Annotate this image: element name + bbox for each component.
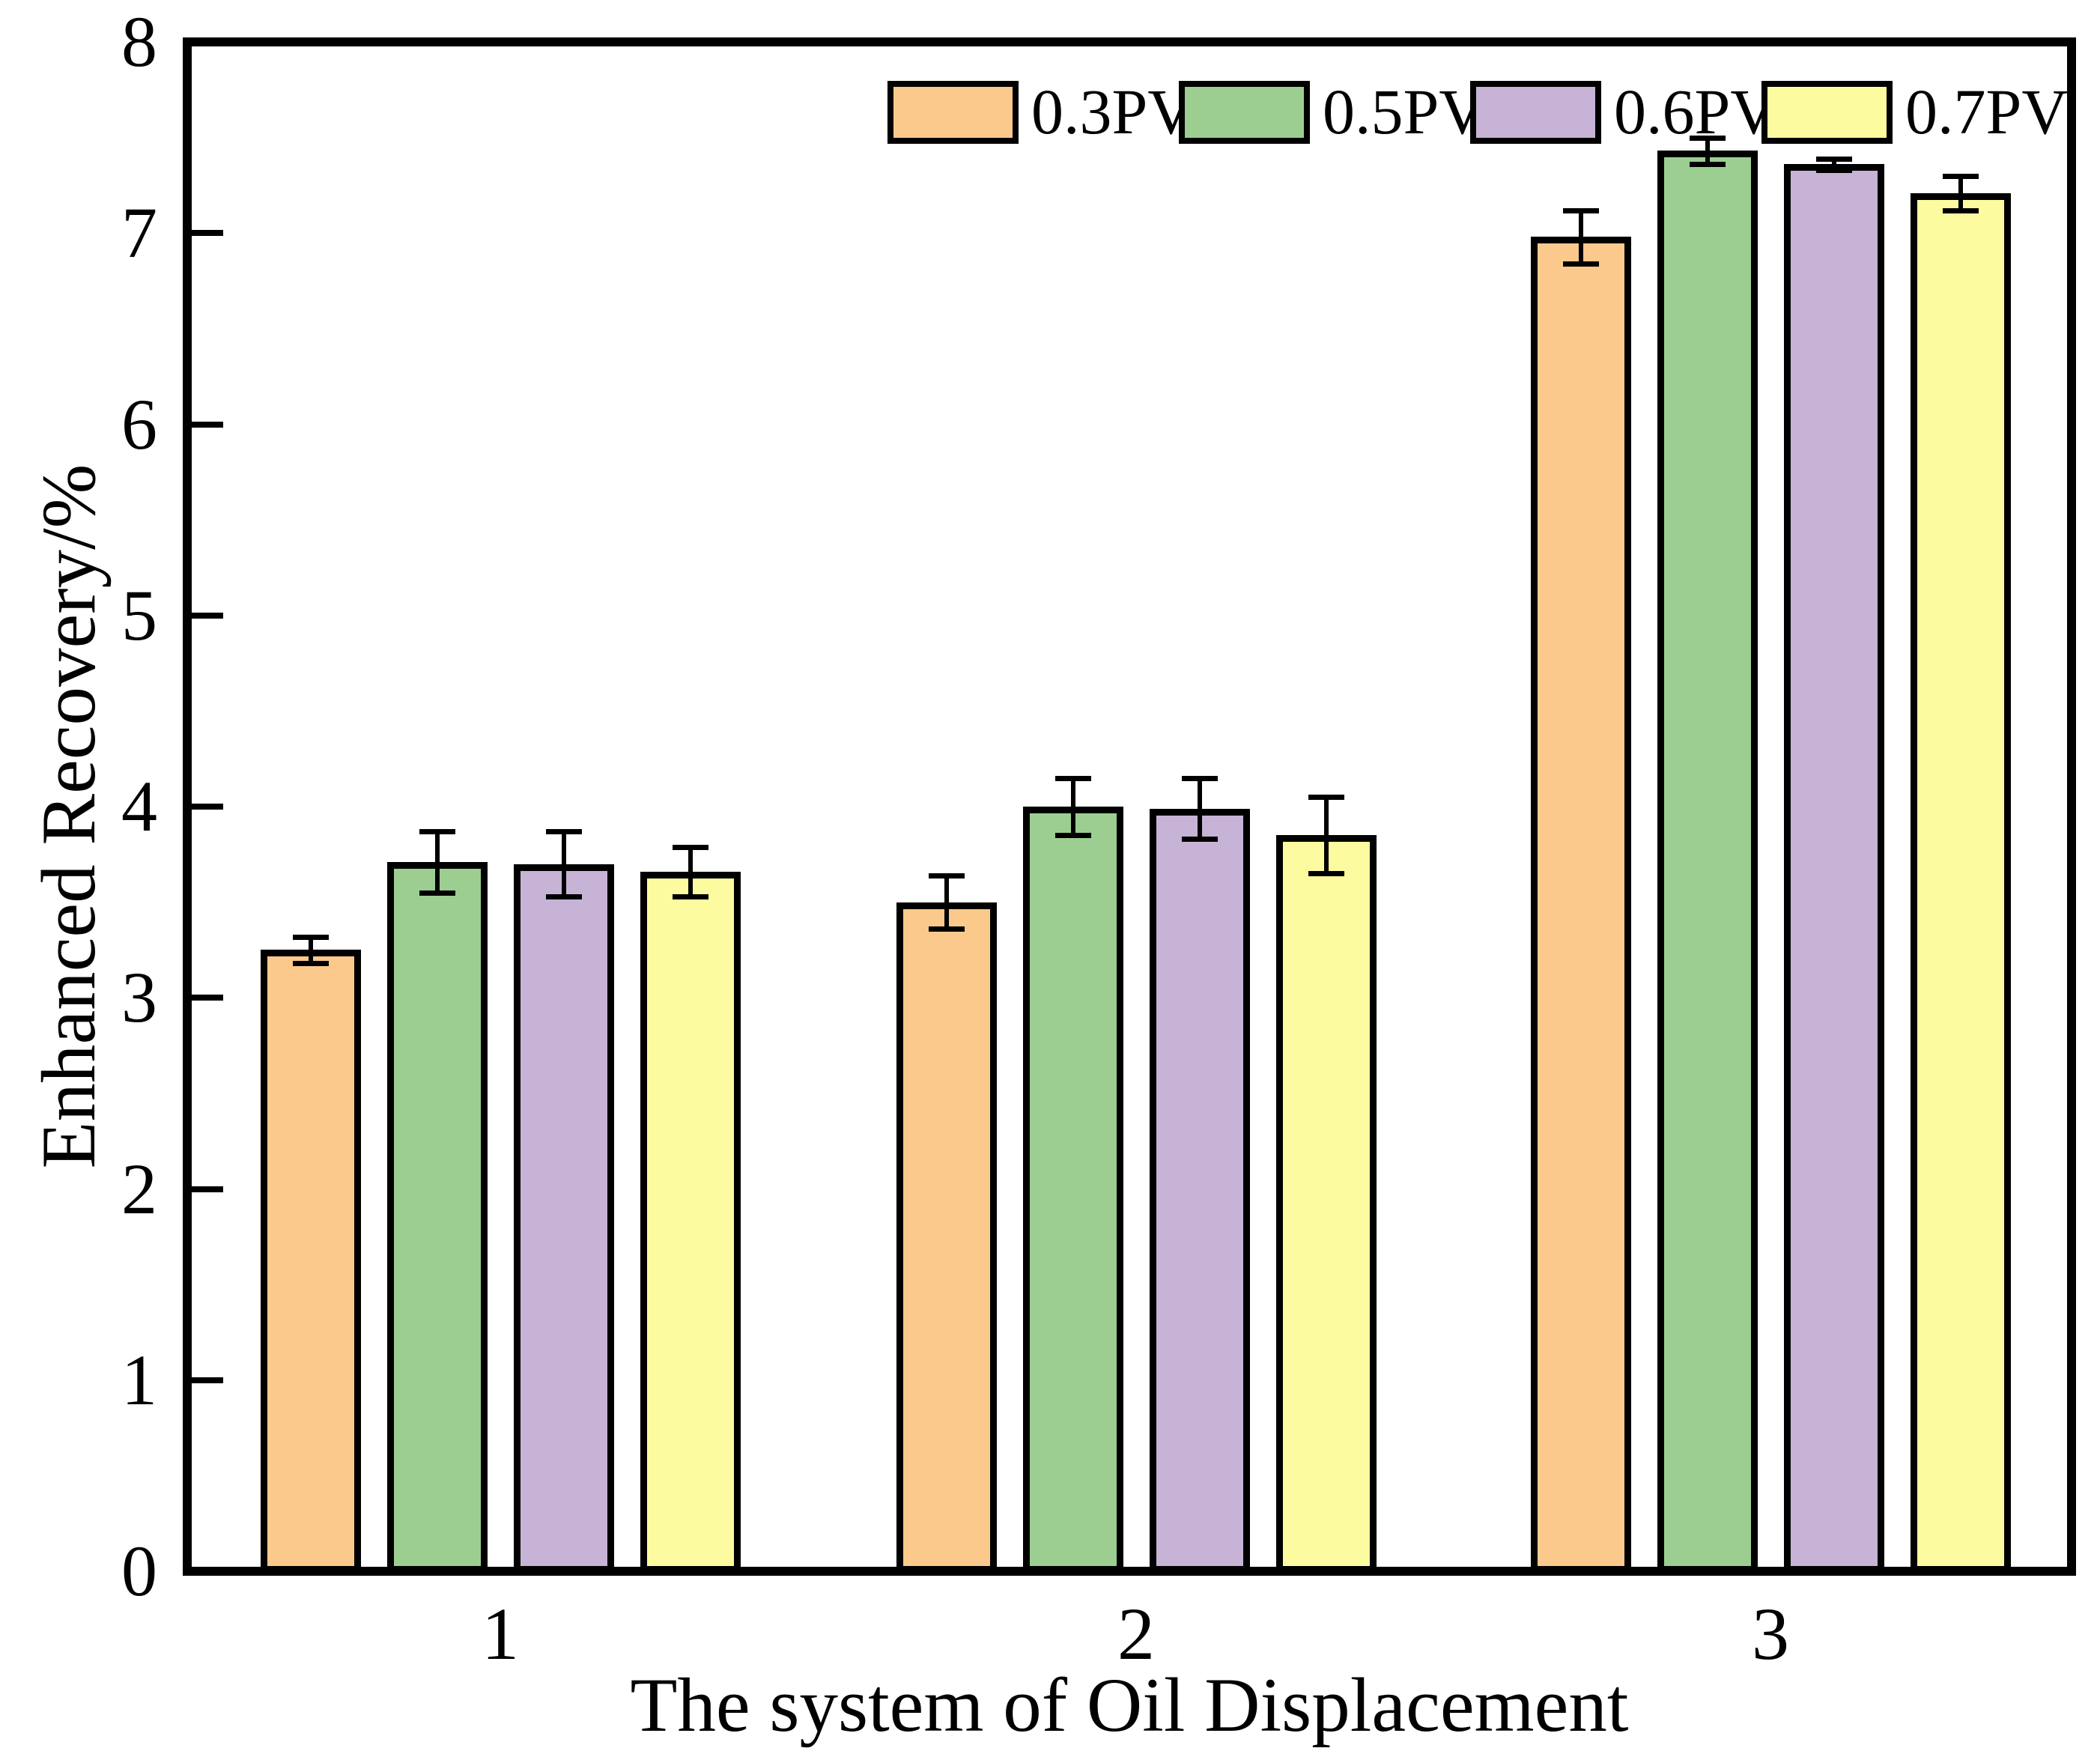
legend-swatch xyxy=(1761,81,1893,144)
bar xyxy=(1784,164,1884,1573)
error-bar-line xyxy=(1705,138,1710,164)
error-bar-cap xyxy=(1816,157,1852,162)
legend-label: 0.6PV xyxy=(1614,76,1777,148)
bar xyxy=(514,864,614,1573)
error-bar-line xyxy=(1832,159,1836,170)
bar xyxy=(640,872,741,1573)
error-bar-cap xyxy=(419,890,455,896)
error-bar-cap xyxy=(673,845,708,850)
error-bar-cap xyxy=(1182,837,1218,842)
x-tick-label: 1 xyxy=(482,1592,519,1675)
bar xyxy=(1150,809,1250,1573)
y-tick xyxy=(192,804,223,810)
bar xyxy=(1531,237,1631,1573)
y-tick-label: 1 xyxy=(121,1340,157,1420)
error-bar-cap xyxy=(293,961,329,966)
error-bar-line xyxy=(1198,778,1202,839)
y-tick-label: 5 xyxy=(121,575,157,655)
error-bar-cap xyxy=(1816,168,1852,173)
error-bar-line xyxy=(1958,176,1963,210)
y-tick xyxy=(192,1377,223,1383)
y-tick-label: 4 xyxy=(121,766,157,846)
legend-label: 0.5PV xyxy=(1323,76,1486,148)
error-bar-cap xyxy=(1943,208,1979,213)
legend-swatch xyxy=(887,81,1019,144)
y-tick-label: 6 xyxy=(121,384,157,464)
error-bar-cap xyxy=(1690,162,1726,167)
error-bar-cap xyxy=(546,894,582,899)
error-bar-cap xyxy=(1690,136,1726,141)
error-bar-cap xyxy=(929,926,965,932)
error-bar-cap xyxy=(293,935,329,940)
error-bar-cap xyxy=(546,829,582,834)
bar xyxy=(1657,151,1758,1573)
error-bar-line xyxy=(562,831,566,896)
error-bar-cap xyxy=(1563,261,1599,267)
x-tick-label: 2 xyxy=(1117,1592,1155,1675)
y-tick xyxy=(192,230,223,236)
error-bar-cap xyxy=(673,894,708,899)
legend-label: 0.3PV xyxy=(1031,76,1195,148)
legend-swatch xyxy=(1470,81,1601,144)
error-bar-cap xyxy=(1308,795,1344,800)
bar xyxy=(387,862,488,1573)
legend-swatch xyxy=(1179,81,1310,144)
y-tick xyxy=(192,422,223,428)
error-bar-line xyxy=(309,937,313,963)
error-bar-line xyxy=(688,847,693,896)
y-tick-label: 8 xyxy=(121,1,157,82)
error-bar-line xyxy=(1579,210,1583,264)
error-bar-line xyxy=(944,876,949,929)
error-bar-cap xyxy=(1182,776,1218,781)
bar xyxy=(1911,193,2011,1573)
error-bar-cap xyxy=(1055,833,1091,838)
bar xyxy=(261,950,361,1573)
error-bar-cap xyxy=(1943,174,1979,179)
x-axis-title: The system of Oil Displacement xyxy=(630,1663,1629,1748)
y-tick xyxy=(192,613,223,619)
error-bar-line xyxy=(435,831,440,893)
x-tick-label: 3 xyxy=(1752,1592,1789,1675)
bar xyxy=(896,902,997,1573)
y-tick xyxy=(192,1186,223,1192)
y-tick-label: 2 xyxy=(121,1149,157,1229)
error-bar-cap xyxy=(1055,776,1091,781)
y-tick-label: 3 xyxy=(121,957,157,1037)
error-bar-line xyxy=(1071,778,1075,835)
y-tick-label: 0 xyxy=(121,1531,157,1611)
error-bar-cap xyxy=(1308,871,1344,876)
error-bar-cap xyxy=(419,829,455,834)
legend-label: 0.7PV xyxy=(1905,76,2069,148)
error-bar-cap xyxy=(929,873,965,878)
error-bar-line xyxy=(1324,797,1329,873)
y-tick-label: 7 xyxy=(121,192,157,273)
y-tick xyxy=(192,995,223,1001)
bar xyxy=(1276,835,1377,1573)
error-bar-cap xyxy=(1563,208,1599,213)
bar xyxy=(1023,807,1123,1573)
